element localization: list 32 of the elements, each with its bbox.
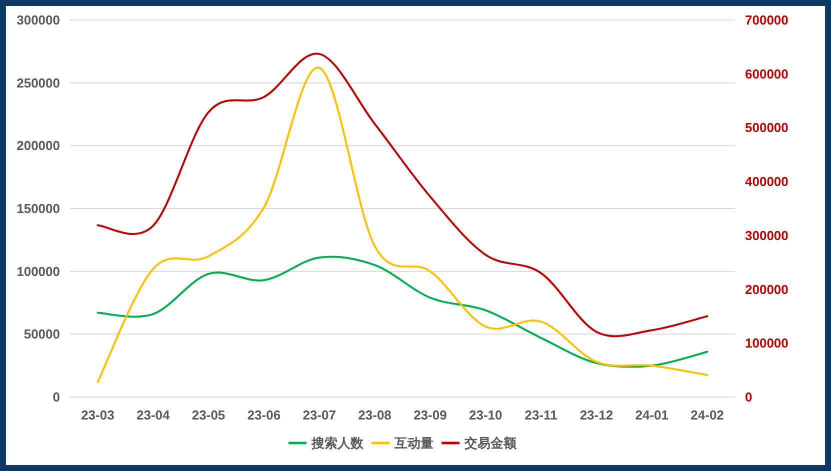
y-tick-label: 0	[52, 390, 60, 404]
x-tick-label: 24-02	[690, 408, 724, 422]
x-tick-label: 23-08	[358, 408, 392, 422]
x-tick-label: 23-10	[469, 408, 502, 422]
y2-tick-label: 400000	[745, 174, 788, 190]
y-tick-label: 200000	[16, 138, 60, 154]
x-tick-label: 23-07	[302, 408, 336, 422]
y2-tick-label: 700000	[745, 12, 788, 28]
x-tick-label: 23-03	[81, 408, 114, 422]
y-tick-label: 150000	[16, 201, 60, 216]
legend-label: 交易金额	[464, 436, 518, 450]
x-tick-label: 23-11	[524, 408, 558, 422]
y2-tick-label: 0	[745, 390, 752, 404]
x-tick-label: 23-06	[247, 408, 281, 422]
legend-label: 互动量	[394, 436, 434, 450]
y2-tick-label: 100000	[745, 336, 788, 351]
y2-tick-label: 500000	[745, 120, 788, 136]
x-tick-label: 24-01	[635, 408, 668, 422]
x-tick-label: 23-09	[414, 408, 447, 422]
y2-tick-label: 600000	[745, 66, 788, 82]
y-tick-label: 50000	[24, 326, 60, 342]
line-series	[96, 66, 708, 383]
y-tick-label: 250000	[16, 75, 60, 90]
x-tick-label: 23-12	[580, 408, 614, 422]
y2-tick-label: 200000	[745, 282, 788, 297]
line-series	[96, 256, 708, 368]
y-tick-label: 300000	[16, 12, 60, 28]
x-tick-label: 23-05	[192, 408, 226, 422]
y2-tick-label: 300000	[745, 228, 788, 243]
y-tick-label: 100000	[16, 264, 60, 279]
legend-label: 搜索人数	[310, 436, 364, 450]
x-tick-label: 23-04	[136, 408, 171, 422]
